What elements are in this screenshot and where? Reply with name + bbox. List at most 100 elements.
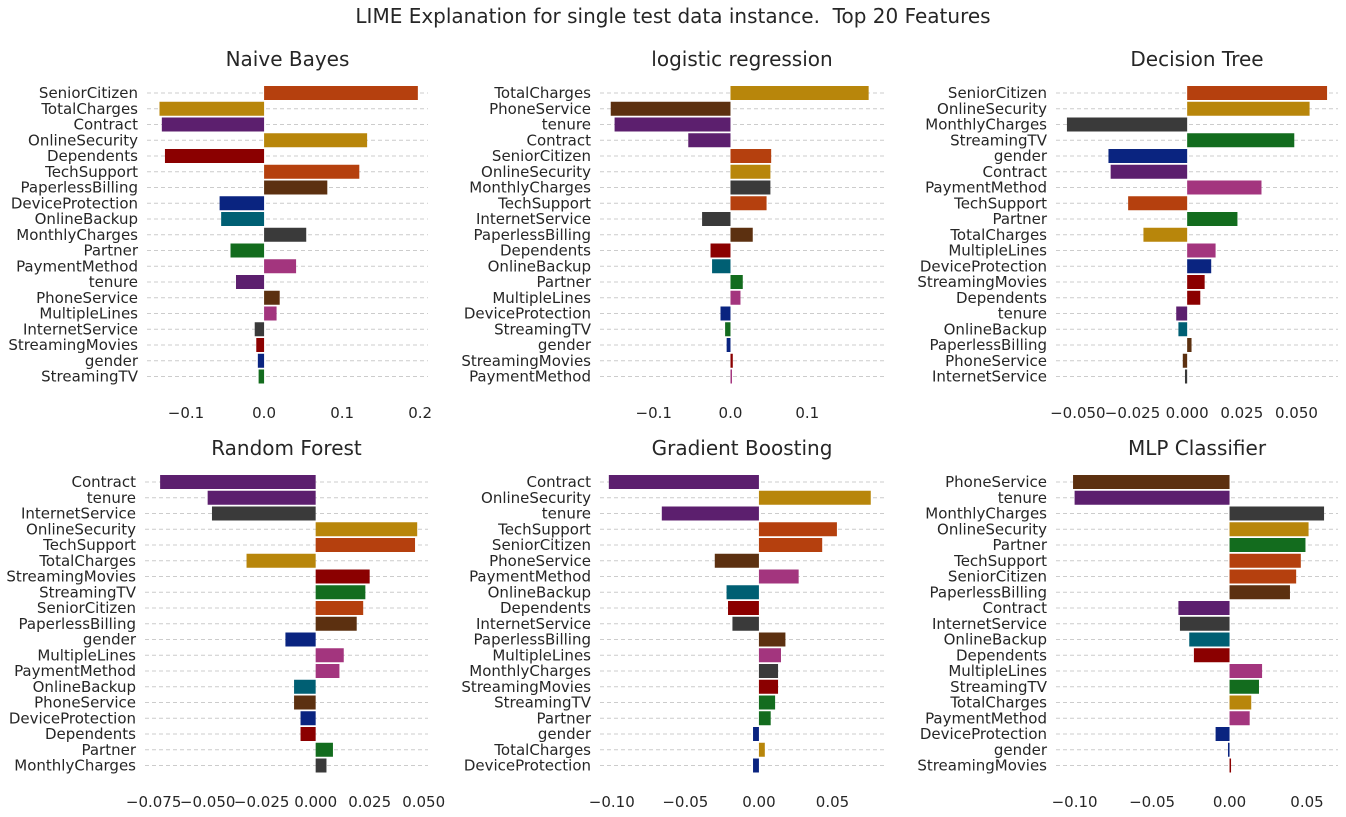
bar: [1128, 196, 1188, 211]
bar: [1187, 290, 1201, 305]
bar: [1229, 664, 1263, 678]
bar: [730, 369, 732, 384]
bar: [315, 522, 418, 537]
feature-label: OnlineSecurity: [481, 489, 591, 507]
feature-label: MultipleLines: [39, 305, 138, 323]
chart-panel: Naive Bayes SeniorCitizenTotalChargesCont…: [8, 47, 432, 422]
feature-label: StreamingTV: [494, 320, 592, 338]
bar: [710, 243, 731, 258]
x-tick-label: 0.1: [330, 404, 354, 422]
feature-label: OnlineSecurity: [481, 163, 591, 181]
feature-label: OnlineBackup: [488, 583, 591, 601]
x-tick-label: 0.1: [795, 404, 819, 422]
feature-label: tenure: [998, 489, 1047, 507]
bar: [1143, 227, 1188, 242]
feature-label: TechSupport: [497, 194, 591, 212]
feature-label: OnlineSecurity: [28, 131, 138, 149]
bar: [1187, 259, 1212, 274]
feature-label: TotalCharges: [493, 741, 591, 759]
bar: [758, 648, 781, 663]
feature-label: PaperlessBilling: [19, 615, 137, 633]
feature-label: tenure: [998, 305, 1047, 323]
bar: [1187, 133, 1295, 148]
chart-title: Naive Bayes: [226, 47, 350, 71]
bar: [246, 553, 316, 568]
feature-label: MultipleLines: [948, 242, 1047, 260]
bar: [712, 259, 731, 274]
bar: [300, 711, 316, 726]
feature-label: PaymentMethod: [16, 257, 138, 275]
feature-label: PhoneService: [489, 100, 591, 118]
bar: [315, 569, 370, 584]
feature-label: Partner: [536, 273, 591, 291]
feature-label: StreamingMovies: [917, 757, 1047, 775]
bar: [1229, 711, 1250, 726]
feature-label: Dependents: [500, 599, 591, 617]
bar: [730, 86, 869, 100]
x-tick-label: 0.050: [402, 793, 445, 811]
bar: [315, 742, 333, 757]
feature-label: Dependents: [956, 289, 1047, 307]
bar: [730, 196, 767, 211]
x-tick-label: 0.05: [1290, 793, 1323, 811]
bar: [758, 742, 765, 757]
feature-label: gender: [994, 741, 1048, 759]
chart-title: Decision Tree: [1130, 47, 1263, 71]
feature-label: InternetService: [23, 320, 138, 338]
bar: [753, 727, 759, 741]
bar: [230, 243, 265, 258]
feature-label: OnlineBackup: [33, 678, 136, 696]
bar: [1229, 538, 1306, 552]
bar: [300, 727, 316, 741]
bar: [294, 679, 316, 694]
feature-label: PaymentMethod: [14, 662, 136, 680]
bar: [758, 664, 779, 678]
feature-label: MultipleLines: [492, 289, 591, 307]
feature-label: StreamingMovies: [461, 678, 591, 696]
chart-panel: Gradient Boosting ContractOnlineSecurityt…: [461, 436, 884, 811]
bar: [264, 180, 328, 195]
feature-label: SeniorCitizen: [39, 84, 138, 102]
chart-panel: logistic regression TotalChargesPhoneServ…: [461, 47, 884, 422]
feature-label: Contract: [526, 131, 591, 149]
feature-label: PaymentMethod: [925, 179, 1047, 197]
feature-label: SeniorCitizen: [948, 568, 1047, 586]
feature-label: PaperlessBilling: [474, 226, 592, 244]
bar: [1179, 616, 1230, 631]
bar: [1187, 338, 1192, 352]
bar: [608, 475, 759, 489]
x-tick-label: 0.000: [1166, 404, 1209, 422]
feature-label: Contract: [982, 163, 1047, 181]
bar: [1215, 727, 1230, 741]
feature-label: Contract: [526, 473, 591, 491]
bar: [1229, 695, 1252, 710]
feature-label: InternetService: [932, 615, 1047, 633]
feature-label: TotalCharges: [38, 552, 136, 570]
bar: [315, 664, 340, 678]
x-tick-label: −0.075: [126, 793, 182, 811]
bar: [1182, 353, 1188, 368]
feature-label: StreamingMovies: [461, 352, 591, 370]
feature-label: DeviceProtection: [464, 757, 591, 775]
feature-label: SeniorCitizen: [492, 536, 591, 554]
feature-label: PaperlessBilling: [930, 583, 1048, 601]
x-tick-label: −0.10: [1052, 793, 1098, 811]
feature-label: InternetService: [932, 368, 1047, 386]
chart-panel: Random Forest ContracttenureInternetServi…: [6, 436, 445, 811]
bar: [1189, 632, 1230, 647]
chart-panel: Decision Tree SeniorCitizenOnlineSecurity…: [917, 47, 1338, 422]
feature-label: MonthlyCharges: [16, 226, 138, 244]
bar: [256, 338, 265, 352]
x-tick-label: −0.025: [234, 793, 290, 811]
bar: [1229, 679, 1259, 694]
feature-label: DeviceProtection: [9, 709, 136, 727]
feature-label: PaymentMethod: [469, 568, 591, 586]
feature-label: PaperlessBilling: [474, 631, 592, 649]
chart-title: logistic regression: [651, 47, 832, 71]
bar: [1229, 506, 1325, 521]
bar: [1187, 86, 1328, 100]
feature-label: PhoneService: [36, 289, 138, 307]
feature-label: StreamingTV: [950, 131, 1048, 149]
bar: [758, 569, 799, 584]
bar: [1110, 164, 1188, 179]
